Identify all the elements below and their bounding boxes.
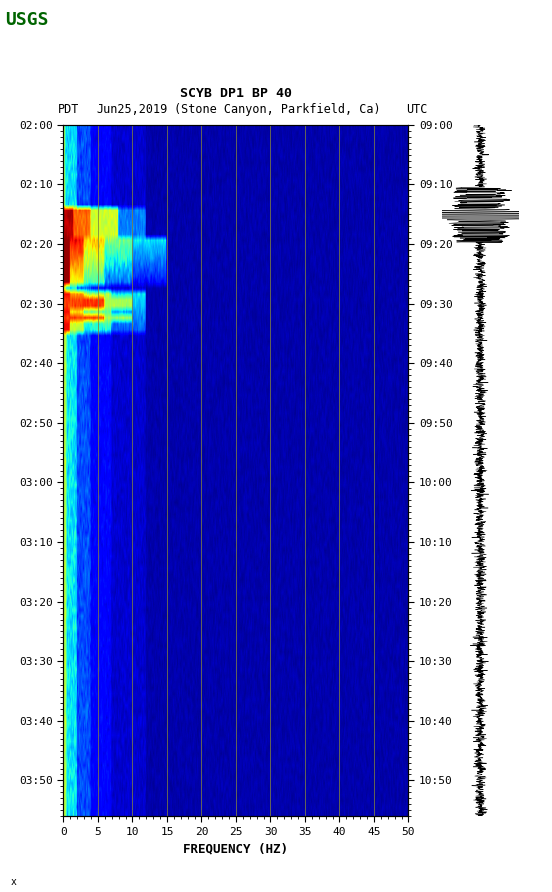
Text: SCYB DP1 BP 40: SCYB DP1 BP 40 <box>180 87 292 100</box>
Text: USGS: USGS <box>6 11 49 29</box>
X-axis label: FREQUENCY (HZ): FREQUENCY (HZ) <box>183 842 289 855</box>
Text: x: x <box>11 877 17 887</box>
Text: Jun25,2019: Jun25,2019 <box>97 103 168 116</box>
Text: PDT: PDT <box>58 103 79 116</box>
Text: UTC: UTC <box>406 103 427 116</box>
Text: (Stone Canyon, Parkfield, Ca): (Stone Canyon, Parkfield, Ca) <box>174 103 380 116</box>
